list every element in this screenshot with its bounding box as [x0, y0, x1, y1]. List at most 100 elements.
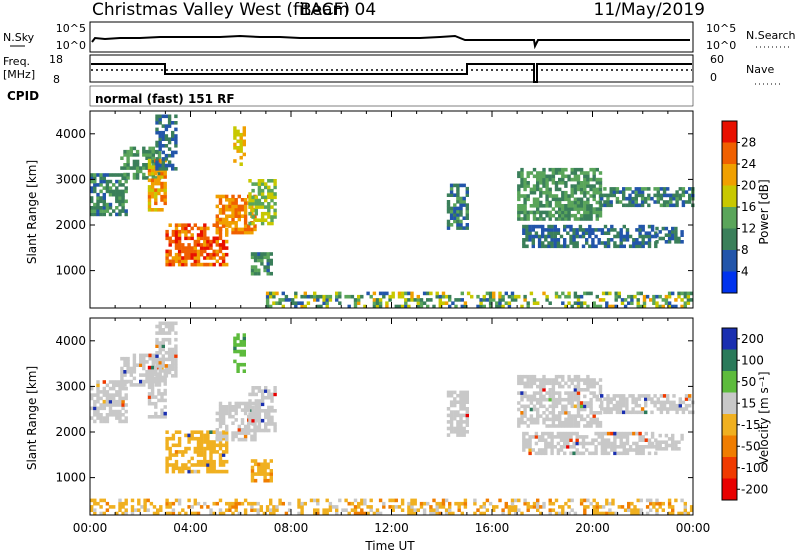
scatter-cell: [215, 194, 219, 199]
ground-scatter-cell: [143, 498, 147, 503]
scatter-cell: [190, 469, 194, 474]
scatter-cell: [164, 324, 169, 329]
scatter-cell: [523, 210, 527, 215]
scatter-cell: [532, 407, 537, 412]
scatter-cell: [459, 213, 463, 217]
scatter-cell: [167, 324, 172, 329]
scatter-cell: [586, 204, 590, 208]
scatter-cell: [465, 203, 469, 207]
scatter-cell: [465, 423, 469, 427]
scatter-cell: [96, 393, 100, 397]
ground-scatter-cell: [369, 294, 373, 299]
scatter-cell: [616, 431, 620, 436]
x-tick-label: 08:00: [274, 521, 309, 535]
ground-scatter-cell: [297, 498, 301, 503]
scatter-cell: [572, 238, 576, 242]
scatter-cell: [619, 244, 623, 249]
scatter-cell: [96, 406, 100, 411]
scatter-cell: [174, 150, 178, 155]
scatter-cell: [164, 367, 169, 371]
scatter-cell: [615, 187, 620, 191]
ground-scatter-cell: [510, 298, 515, 302]
ground-scatter-cell: [617, 294, 621, 299]
scatter-cell: [542, 384, 546, 389]
nsearch-label: N.Search: [746, 29, 796, 42]
scatter-cell: [598, 420, 603, 425]
scatter-cell: [570, 213, 574, 218]
scatter-cell: [164, 163, 169, 168]
ground-scatter-cell: [507, 304, 512, 309]
scatter-cell: [586, 190, 590, 195]
scatter-cell: [641, 435, 645, 439]
scatter-cell: [548, 381, 552, 386]
scatter-cell: [666, 193, 670, 198]
scatter-cell: [112, 173, 116, 177]
ground-scatter-cell: [250, 501, 254, 506]
scatter-cell: [659, 410, 664, 415]
scatter-cell: [171, 130, 175, 135]
scatter-cell: [148, 146, 152, 151]
scatter-cell: [520, 167, 524, 172]
scatter-cell: [164, 374, 169, 378]
scatter-cell: [462, 433, 466, 437]
scatter-cell: [260, 409, 265, 413]
scatter-cell: [167, 354, 172, 358]
scatter-cell: [659, 203, 664, 208]
scatter-cell: [589, 404, 593, 409]
scatter-cell: [150, 165, 155, 169]
scatter-cell: [536, 171, 540, 175]
scatter-cell: [115, 416, 119, 420]
scatter-cell: [158, 167, 162, 171]
ground-scatter-cell: [611, 511, 615, 516]
scatter-cell: [90, 386, 94, 391]
scatter-cell: [154, 178, 158, 183]
scatter-cell: [215, 214, 219, 218]
scatter-cell: [542, 204, 546, 208]
scatter-cell: [589, 407, 593, 412]
scatter-cell: [150, 382, 155, 386]
ground-scatter-cell: [683, 511, 687, 516]
ground-scatter-cell: [689, 505, 694, 509]
scatter-cell: [257, 185, 262, 190]
scatter-cell: [196, 453, 201, 457]
ground-scatter-cell: [391, 498, 395, 503]
scatter-cell: [171, 351, 175, 355]
scatter-cell: [225, 446, 229, 451]
scatter-cell: [606, 438, 611, 442]
scatter-cell: [523, 404, 527, 409]
scatter-cell: [142, 163, 146, 167]
scatter-cell: [598, 388, 603, 392]
ground-scatter-cell: [633, 508, 637, 512]
scatter-cell: [165, 469, 169, 474]
scatter-cell: [250, 204, 254, 209]
scatter-cell: [251, 422, 255, 426]
scatter-cell: [558, 424, 562, 428]
scatter-cell: [579, 200, 584, 205]
freq-panel: Freq. [MHz] 18 8 60 0 Nave: [3, 53, 780, 86]
scatter-cell: [234, 204, 238, 209]
scatter-cell: [459, 393, 463, 398]
scatter-cell: [525, 231, 529, 235]
scatter-cell: [139, 353, 143, 358]
scatter-cell: [165, 443, 169, 448]
scatter-cell: [581, 231, 586, 235]
ground-scatter-cell: [438, 304, 442, 309]
ground-scatter-cell: [514, 298, 518, 302]
scatter-cell: [243, 431, 248, 435]
scatter-cell: [160, 198, 164, 202]
scatter-cell: [174, 463, 179, 467]
scatter-cell: [517, 197, 521, 202]
scatter-cell: [233, 349, 237, 354]
ground-scatter-cell: [576, 294, 581, 299]
ground-scatter-cell: [448, 505, 452, 509]
scatter-cell: [112, 396, 116, 401]
ground-scatter-cell: [118, 498, 122, 503]
ground-scatter-cell: [457, 298, 461, 302]
scatter-cell: [260, 258, 264, 263]
scatter-cell: [218, 463, 223, 467]
scatter-cell: [456, 186, 460, 191]
scatter-cell: [631, 196, 635, 201]
scatter-cell: [609, 410, 613, 415]
scatter-cell: [545, 414, 549, 418]
ground-scatter-cell: [460, 291, 464, 296]
